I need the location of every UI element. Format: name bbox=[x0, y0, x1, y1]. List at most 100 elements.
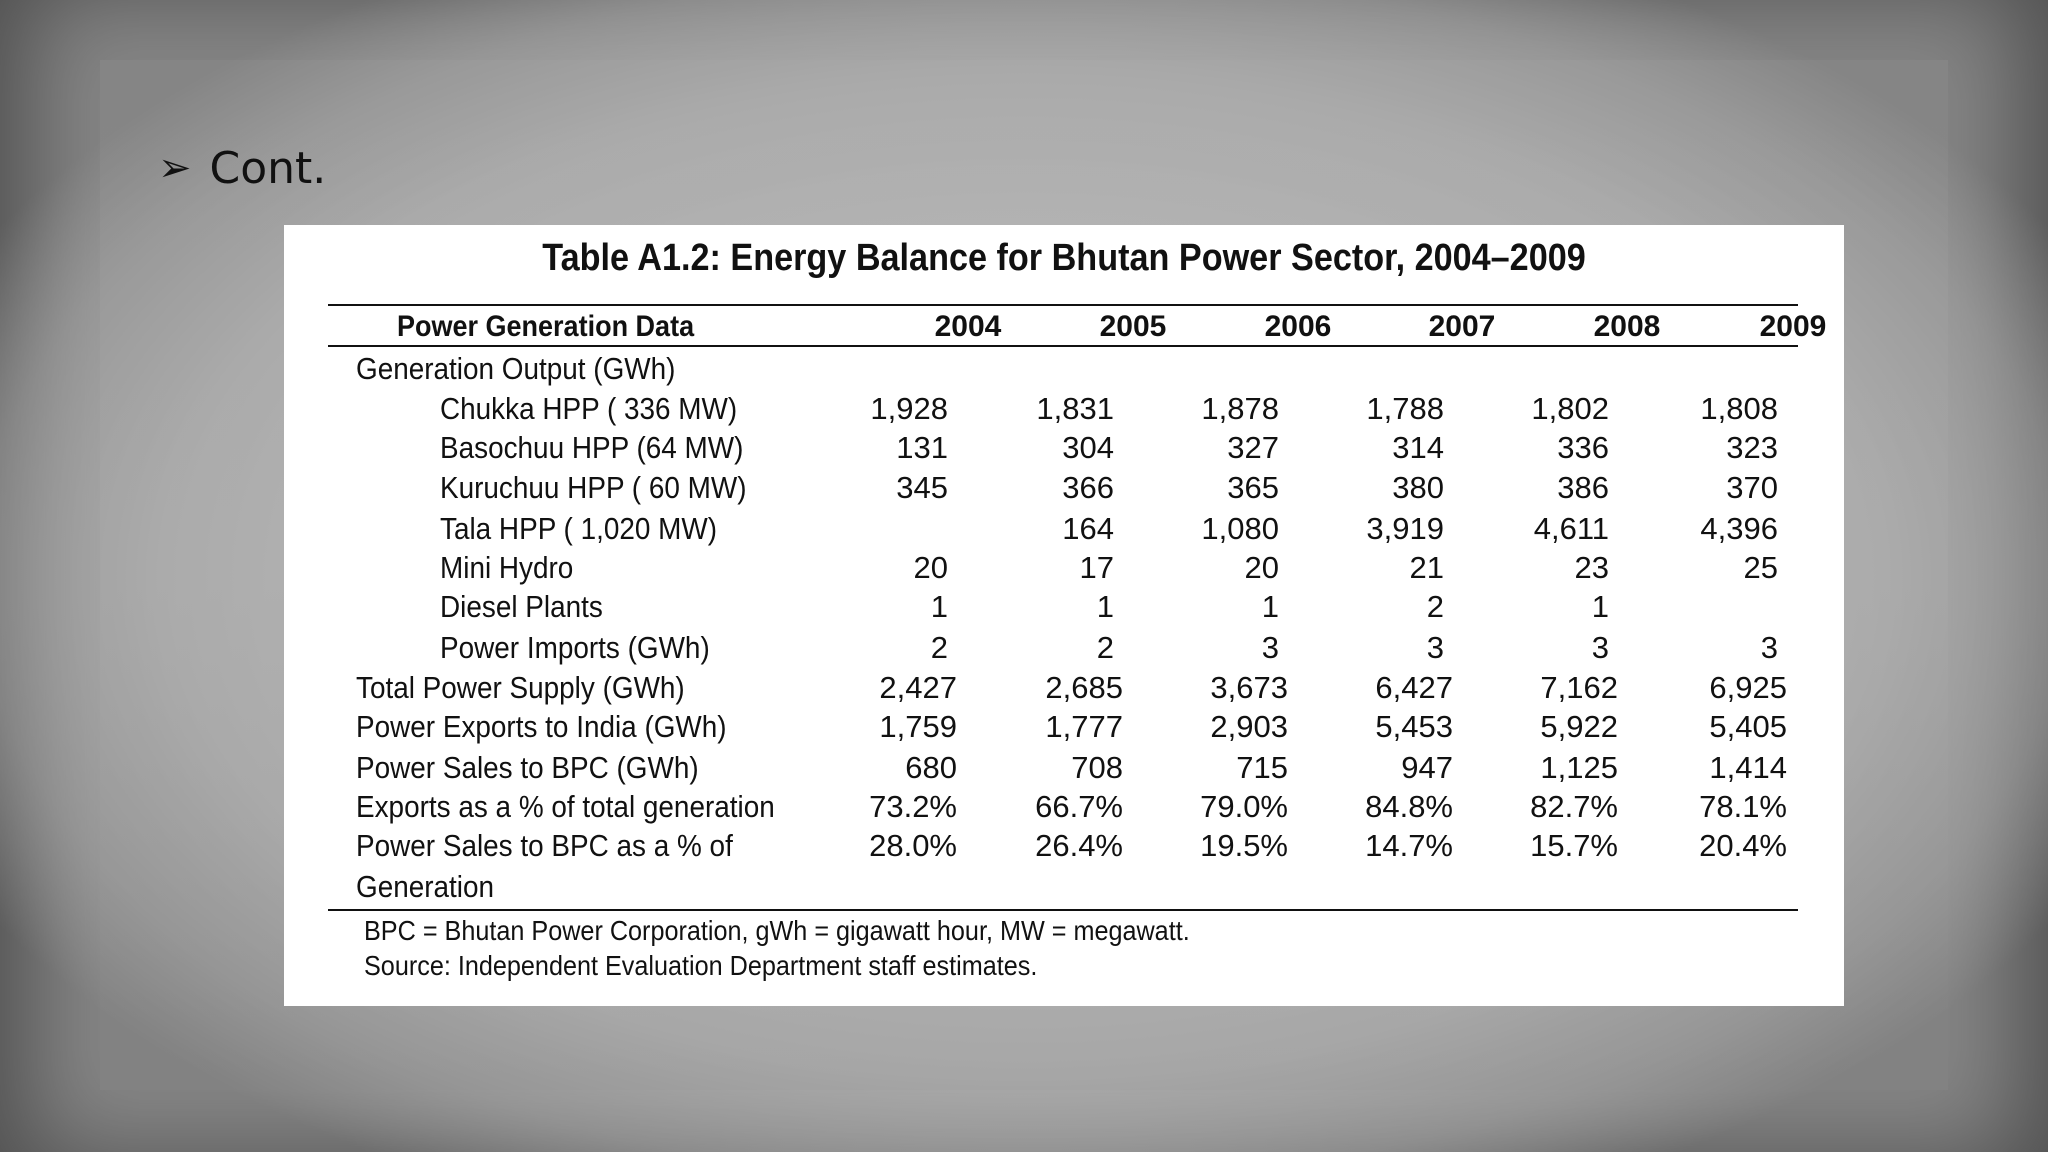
table-bottom-rule bbox=[328, 909, 1798, 911]
arrow-bullet-icon: ➢ bbox=[158, 145, 192, 191]
table-row: Generation bbox=[284, 867, 1844, 907]
row-value-2007: 5,453 bbox=[1375, 709, 1453, 744]
header-year: 2004 bbox=[934, 310, 1002, 343]
row-value-2007: 14.7% bbox=[1365, 828, 1453, 863]
row-value-2004: 73.2% bbox=[869, 789, 957, 824]
row-value-2008: 15.7% bbox=[1530, 828, 1618, 863]
row-value-2004: 1,928 bbox=[870, 391, 948, 426]
row-value-2009: 4,396 bbox=[1700, 511, 1778, 546]
row-value-2004: 2 bbox=[930, 630, 948, 665]
row-value-2005: 1 bbox=[1096, 589, 1114, 624]
row-label: Total Power Supply (GWh) bbox=[356, 670, 685, 705]
row-value-2007: 84.8% bbox=[1365, 789, 1453, 824]
row-value-2009: 1,808 bbox=[1700, 391, 1778, 426]
table-row: Chukka HPP ( 336 MW) 1,928 1,831 1,878 1,788… bbox=[284, 389, 1844, 429]
row-value-2008: 5,922 bbox=[1540, 709, 1618, 744]
row-value-2006: 20 bbox=[1244, 550, 1279, 585]
row-value-2006: 79.0% bbox=[1200, 789, 1288, 824]
row-value-2007: 2 bbox=[1426, 589, 1444, 624]
row-value-2009: 370 bbox=[1726, 470, 1778, 505]
table-row: Exports as a % of total generation 73.2% 6… bbox=[284, 787, 1844, 827]
header-year: 2008 bbox=[1593, 310, 1661, 343]
table-row: Basochuu HPP (64 MW) 131 304 327 314 336 323 bbox=[284, 428, 1844, 468]
header-label: Power Generation Data bbox=[397, 310, 695, 343]
row-value-2007: 380 bbox=[1392, 470, 1444, 505]
row-value-2004: 20 bbox=[913, 550, 948, 585]
row-value-2009: 3 bbox=[1760, 630, 1778, 665]
header-bottom-rule bbox=[328, 345, 1798, 347]
row-value-2009: 78.1% bbox=[1699, 789, 1787, 824]
row-value-2006: 715 bbox=[1236, 750, 1288, 785]
table-title: Table A1.2: Energy Balance for Bhutan Po… bbox=[542, 237, 1586, 279]
row-value-2005: 304 bbox=[1062, 430, 1114, 465]
table-row: Power Imports (GWh) 2 2 3 3 3 3 bbox=[284, 628, 1844, 668]
row-value-2005: 164 bbox=[1062, 511, 1114, 546]
table-row: Power Sales to BPC as a % of 28.0% 26.4% 19… bbox=[284, 826, 1844, 866]
bullet-text: Cont. bbox=[209, 142, 327, 194]
row-value-2008: 23 bbox=[1574, 550, 1609, 585]
header-top-rule bbox=[328, 304, 1798, 306]
table-row: Power Exports to India (GWh) 1,759 1,777 2,… bbox=[284, 707, 1844, 747]
row-value-2006: 365 bbox=[1227, 470, 1279, 505]
row-label: Diesel Plants bbox=[440, 589, 603, 624]
header-year: 2006 bbox=[1264, 310, 1332, 343]
row-label: Power Exports to India (GWh) bbox=[356, 709, 727, 744]
row-value-2005: 2,685 bbox=[1045, 670, 1123, 705]
bullet-point: ➢ Cont. bbox=[158, 138, 326, 198]
table-row: Tala HPP ( 1,020 MW) 164 1,080 3,919 4,611 4,… bbox=[284, 509, 1844, 549]
row-value-2007: 3 bbox=[1426, 630, 1444, 665]
row-value-2008: 1 bbox=[1591, 589, 1609, 624]
row-value-2006: 1 bbox=[1261, 589, 1279, 624]
row-value-2006: 2,903 bbox=[1210, 709, 1288, 744]
row-value-2007: 3,919 bbox=[1366, 511, 1444, 546]
row-label: Chukka HPP ( 336 MW) bbox=[440, 391, 738, 426]
row-value-2006: 3,673 bbox=[1210, 670, 1288, 705]
row-value-2009: 25 bbox=[1743, 550, 1778, 585]
row-value-2005: 366 bbox=[1062, 470, 1114, 505]
row-value-2005: 17 bbox=[1079, 550, 1114, 585]
row-value-2009: 20.4% bbox=[1699, 828, 1787, 863]
table-header-row: Power Generation Data 2004 2005 2006 200… bbox=[284, 307, 1844, 347]
row-value-2004: 131 bbox=[896, 430, 948, 465]
table-row: Mini Hydro 20 17 20 21 23 25 bbox=[284, 548, 1844, 588]
row-value-2009: 6,925 bbox=[1709, 670, 1787, 705]
row-value-2004: 345 bbox=[896, 470, 948, 505]
row-value-2008: 7,162 bbox=[1540, 670, 1618, 705]
row-value-2005: 66.7% bbox=[1035, 789, 1123, 824]
row-value-2005: 2 bbox=[1096, 630, 1114, 665]
table-row: Power Sales to BPC (GWh) 680 708 715 947 1,12… bbox=[284, 748, 1844, 788]
header-year: 2007 bbox=[1428, 310, 1496, 343]
row-value-2004: 1 bbox=[930, 589, 948, 624]
row-label: Basochuu HPP (64 MW) bbox=[440, 430, 744, 465]
row-value-2006: 1,878 bbox=[1201, 391, 1279, 426]
row-value-2007: 6,427 bbox=[1375, 670, 1453, 705]
row-value-2006: 1,080 bbox=[1201, 511, 1279, 546]
row-value-2008: 386 bbox=[1557, 470, 1609, 505]
row-value-2004: 2,427 bbox=[879, 670, 957, 705]
table-row: Generation Output (GWh) bbox=[284, 349, 1844, 389]
row-value-2007: 314 bbox=[1392, 430, 1444, 465]
row-label: Tala HPP ( 1,020 MW) bbox=[440, 511, 718, 546]
row-value-2008: 82.7% bbox=[1530, 789, 1618, 824]
row-value-2005: 1,831 bbox=[1036, 391, 1114, 426]
row-value-2009: 5,405 bbox=[1709, 709, 1787, 744]
row-label: Generation bbox=[356, 869, 495, 904]
table-row: Total Power Supply (GWh) 2,427 2,685 3,673 6… bbox=[284, 668, 1844, 708]
row-value-2004: 1,759 bbox=[879, 709, 957, 744]
header-year: 2005 bbox=[1099, 310, 1167, 343]
row-label: Exports as a % of total generation bbox=[356, 789, 775, 824]
row-label: Mini Hydro bbox=[440, 550, 574, 585]
row-label: Kuruchuu HPP ( 60 MW) bbox=[440, 470, 747, 505]
row-value-2006: 3 bbox=[1261, 630, 1279, 665]
table-note-abbreviations: BPC = Bhutan Power Corporation, gWh = gi… bbox=[364, 915, 1190, 946]
table-row: Kuruchuu HPP ( 60 MW) 345 366 365 380 386 370 bbox=[284, 468, 1844, 508]
row-value-2008: 4,611 bbox=[1533, 511, 1609, 546]
row-value-2005: 708 bbox=[1071, 750, 1123, 785]
row-value-2007: 1,788 bbox=[1366, 391, 1444, 426]
row-value-2007: 21 bbox=[1409, 550, 1444, 585]
row-value-2007: 947 bbox=[1401, 750, 1453, 785]
row-value-2008: 3 bbox=[1591, 630, 1609, 665]
row-value-2004: 680 bbox=[905, 750, 957, 785]
energy-balance-table: Table A1.2: Energy Balance for Bhutan Po… bbox=[284, 225, 1844, 1006]
table-note-source: Source: Independent Evaluation Departmen… bbox=[364, 950, 1038, 981]
